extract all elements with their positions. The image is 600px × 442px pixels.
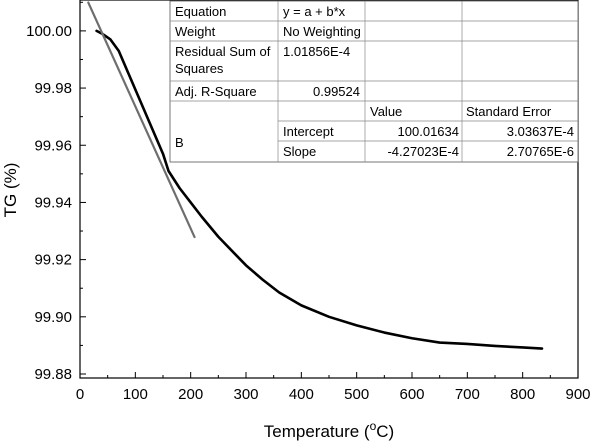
y-tick-label: 99.90	[34, 309, 72, 326]
x-tick-label: 300	[233, 386, 258, 403]
table-label-weight: Weight	[175, 24, 216, 39]
x-tick-label: 700	[455, 386, 480, 403]
table-label-adj-r-square: Adj. R-Square	[175, 84, 257, 99]
fit-table-frame	[169, 0, 579, 163]
table-value-adj-r-square: 0.99524	[313, 84, 360, 99]
table-value-rss: 1.01856E-4	[283, 44, 350, 59]
y-tick-label: 99.94	[34, 194, 72, 211]
y-axis-title: TG (%)	[1, 163, 20, 218]
x-tick-label: 400	[289, 386, 314, 403]
fit-results-table: Equation y = a + b*x Weight No Weighting…	[169, 0, 579, 163]
y-tick-label: 99.98	[34, 80, 72, 97]
x-axis-title: Temperature (oC)	[264, 419, 394, 441]
table-param-intercept: Intercept	[283, 124, 334, 139]
table-label-equation: Equation	[175, 4, 226, 19]
axis-ticks: 0 100 200 300 400 500 600 700 800 900 99.88 99.90 99…	[26, 1, 591, 403]
x-tick-label: 900	[565, 386, 590, 403]
table-label-rss: Residual Sum of Squares	[175, 44, 271, 76]
table-slope-value: -4.27023E-4	[387, 144, 459, 159]
table-value-weight: No Weighting	[283, 24, 361, 39]
x-tick-label: 500	[344, 386, 369, 403]
table-group-label: B	[175, 135, 184, 150]
table-header-value: Value	[370, 104, 402, 119]
linear-fit-line	[87, 1, 196, 239]
table-param-slope: Slope	[283, 144, 316, 159]
table-intercept-value: 100.01634	[398, 124, 459, 139]
y-tick-label: 99.96	[34, 137, 72, 154]
table-value-equation: y = a + b*x	[283, 4, 346, 19]
table-header-std-error: Standard Error	[466, 104, 552, 119]
y-tick-label: 99.92	[34, 252, 72, 269]
y-tick-label: 100.00	[26, 23, 72, 40]
x-tick-label: 100	[123, 386, 148, 403]
tg-curve-line	[95, 29, 544, 350]
x-tick-label: 200	[178, 386, 203, 403]
x-tick-label: 600	[399, 386, 424, 403]
y-tick-label: 99.88	[34, 366, 72, 383]
x-tick-label: 0	[76, 386, 84, 403]
table-slope-error: 2.70765E-6	[507, 144, 574, 159]
x-tick-label: 800	[510, 386, 535, 403]
series-layer	[87, 1, 544, 350]
table-intercept-error: 3.03637E-4	[507, 124, 574, 139]
